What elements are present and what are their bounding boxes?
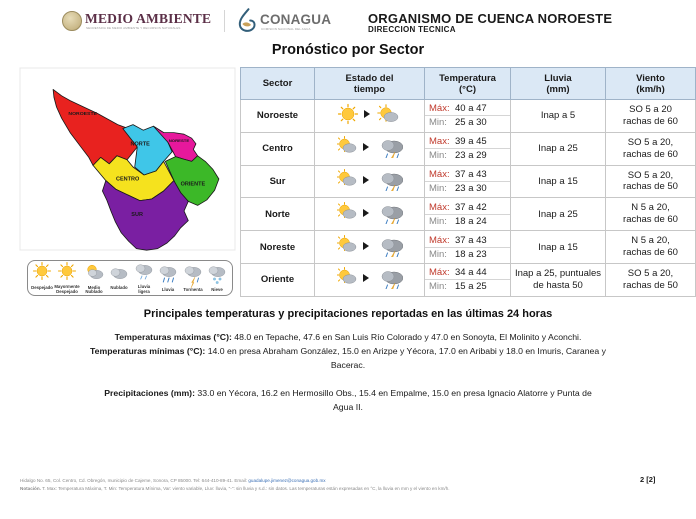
svg-text:Nublado: Nublado bbox=[85, 289, 103, 294]
svg-text:Nieve: Nieve bbox=[211, 287, 223, 292]
svg-text:ligera: ligera bbox=[138, 289, 150, 294]
svg-text:SUR: SUR bbox=[131, 212, 143, 218]
svg-text:ORIENTE: ORIENTE bbox=[181, 182, 206, 188]
svg-text:Despejado: Despejado bbox=[31, 285, 53, 290]
svg-text:Nublado: Nublado bbox=[110, 285, 128, 290]
svg-text:CENTRO: CENTRO bbox=[116, 177, 139, 183]
svg-text:NOROESTE: NOROESTE bbox=[68, 111, 97, 117]
svg-text:Lluvia: Lluvia bbox=[162, 287, 175, 292]
svg-text:Despejado: Despejado bbox=[56, 289, 78, 294]
svg-text:Tormenta: Tormenta bbox=[183, 287, 203, 292]
svg-text:NORTE: NORTE bbox=[130, 142, 150, 148]
svg-text:NORESTE: NORESTE bbox=[169, 138, 190, 143]
